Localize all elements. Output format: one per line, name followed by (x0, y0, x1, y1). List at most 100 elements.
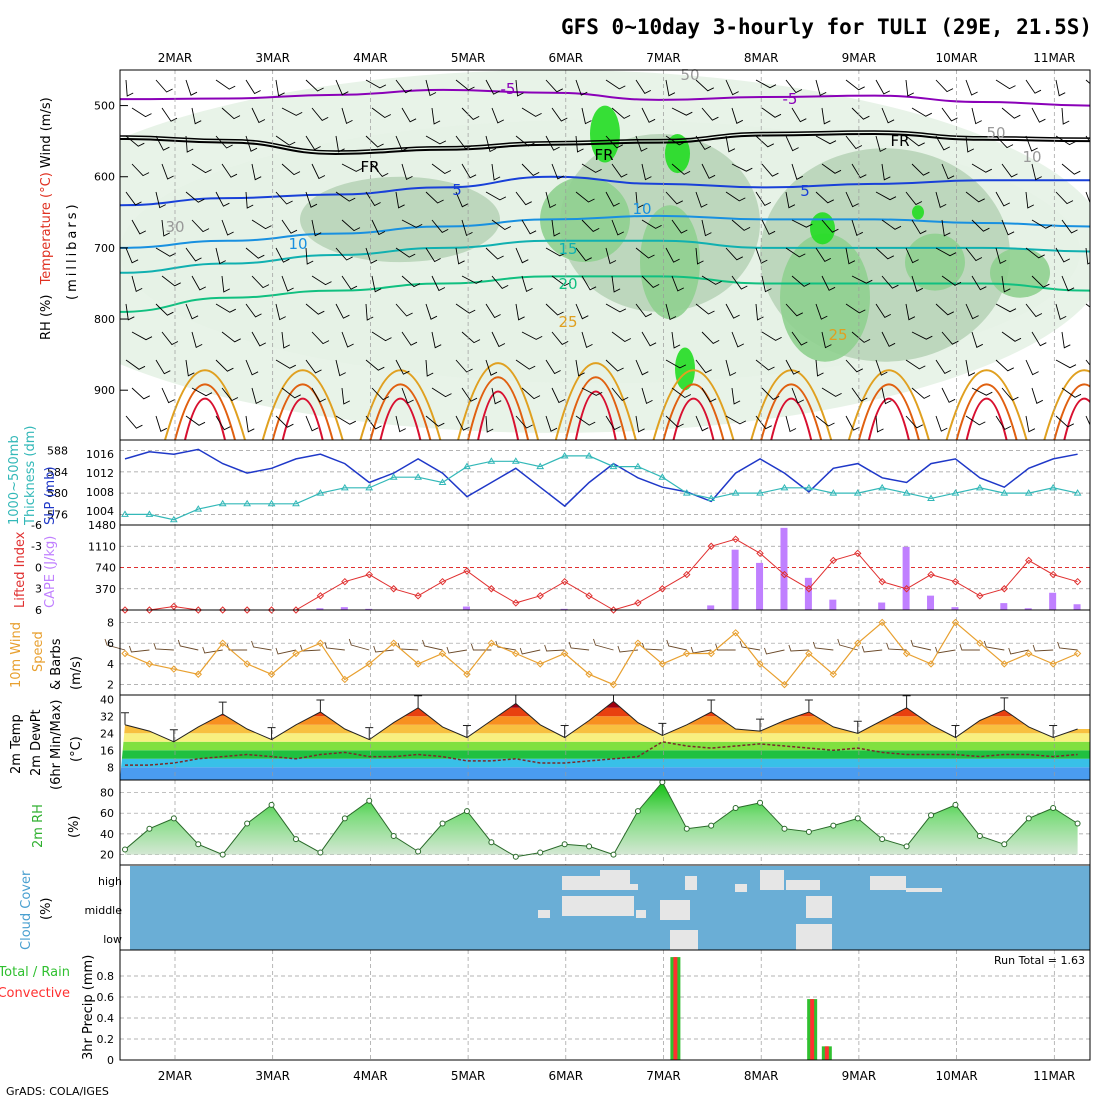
li-tick-label: 3 (35, 583, 42, 596)
wind-barb (191, 275, 207, 291)
contour-label: 5 (800, 182, 810, 200)
wind-barb (245, 303, 262, 318)
wind-barb (575, 359, 585, 377)
wind-speed-marker (658, 660, 667, 668)
wind-barb (485, 191, 507, 201)
wind-barb (1001, 219, 1015, 236)
precip-tick-label: 0.6 (97, 991, 115, 1004)
wind-barb (185, 303, 199, 320)
wind-barb (215, 359, 234, 372)
wind-barb (785, 191, 796, 209)
thickness-tick-label: 584 (47, 466, 68, 479)
rh-blob (590, 105, 620, 163)
surface-wind-barb (690, 646, 712, 654)
wind-barb (155, 191, 166, 209)
wind-barb (725, 359, 737, 377)
wind-barb (251, 219, 272, 230)
minmax-whisker (121, 712, 129, 725)
wind-barb (761, 107, 782, 118)
wind-barb (641, 163, 652, 181)
rh-marker (415, 848, 422, 855)
surface-wind-barb (568, 641, 590, 651)
minmax-whisker (658, 722, 667, 736)
wind-barb (761, 219, 776, 235)
wind-barb (131, 219, 147, 235)
li-marker (1025, 556, 1033, 565)
wind-barb (155, 415, 168, 432)
cloud-block (796, 924, 832, 950)
date-label-top: 9MAR (842, 51, 877, 65)
wind-barb (551, 107, 568, 122)
wind-barb (605, 359, 624, 372)
rh-blob (780, 233, 870, 362)
thickness-marker (829, 489, 838, 496)
wind-barb (911, 219, 927, 235)
wind-barb (731, 387, 741, 405)
ylabel-10m-wind: 10m Wind (9, 622, 24, 688)
rh-marker (952, 801, 959, 808)
wind-speed-marker (976, 639, 984, 647)
cape-bar (340, 607, 348, 610)
warm-contour (467, 376, 530, 440)
cape-tick-label: 370 (95, 583, 116, 596)
wind-barb (755, 359, 775, 371)
date-label-bottom: 6MAR (549, 1069, 584, 1083)
rh-marker (439, 820, 446, 827)
wind-barb (305, 135, 321, 151)
chart-title: GFS 0~10day 3-hourly for TULI (29E, 21.5… (561, 15, 1092, 39)
wind-barb (431, 219, 449, 233)
wind-barb (605, 79, 626, 90)
rh-blob (912, 205, 924, 220)
wind-barb (371, 107, 392, 119)
cape-bar (780, 527, 788, 610)
wind-barb (245, 135, 258, 152)
wind-barb (491, 107, 505, 124)
wind-barb (875, 359, 888, 376)
cloud-block (808, 880, 820, 890)
upper-air-ylabel: RH (%) Temperature (°C) Wind (m/s) (mill… (39, 97, 80, 340)
minmax-whisker (414, 695, 423, 708)
wind-barb (245, 247, 265, 259)
surface-wind-barb (959, 643, 980, 651)
cloud-level-middle: middle (84, 904, 122, 917)
wind-barb (605, 303, 627, 313)
wind-barb (455, 359, 473, 373)
wind-barb (275, 79, 285, 97)
wind-barb (701, 163, 716, 179)
cape-bar (756, 562, 764, 610)
rh-tick-label: 60 (100, 807, 114, 820)
wind-barb (761, 387, 780, 400)
warm-contour (662, 383, 725, 440)
wind-barb (521, 107, 542, 117)
ylabel-cloud-cover: Cloud Cover (19, 870, 34, 950)
surface-wind-barb (251, 640, 272, 651)
wind-barb (515, 79, 524, 97)
wind-barb (161, 163, 174, 180)
wind-speed-marker (267, 670, 276, 678)
wind-barb (545, 79, 564, 93)
wind-barb (1085, 135, 1090, 143)
wind-speed-marker (902, 649, 911, 658)
thickness-marker (585, 451, 593, 459)
pressure-label: 900 (94, 384, 115, 397)
precip-convective-bar (810, 999, 815, 1060)
wind-speed-marker (1049, 660, 1057, 668)
rh-tick-label: 80 (100, 786, 114, 799)
surface-wind-barb (373, 645, 394, 653)
wind-barb (341, 275, 358, 290)
rh-marker (122, 846, 128, 853)
pressure-label: 800 (94, 313, 115, 326)
wind-barb (521, 219, 537, 235)
wind-barb (731, 163, 753, 172)
wind-barb (461, 107, 480, 120)
contour-label: 25 (828, 326, 847, 344)
wind-speed-marker (878, 618, 886, 627)
wind-barb (275, 303, 286, 321)
wind-barb (701, 275, 722, 285)
precip-convective-bar (824, 1046, 829, 1060)
wind-barb (491, 163, 501, 181)
thickness-marker (121, 510, 129, 517)
wind-barb (695, 79, 715, 92)
wind-barb (791, 107, 807, 123)
